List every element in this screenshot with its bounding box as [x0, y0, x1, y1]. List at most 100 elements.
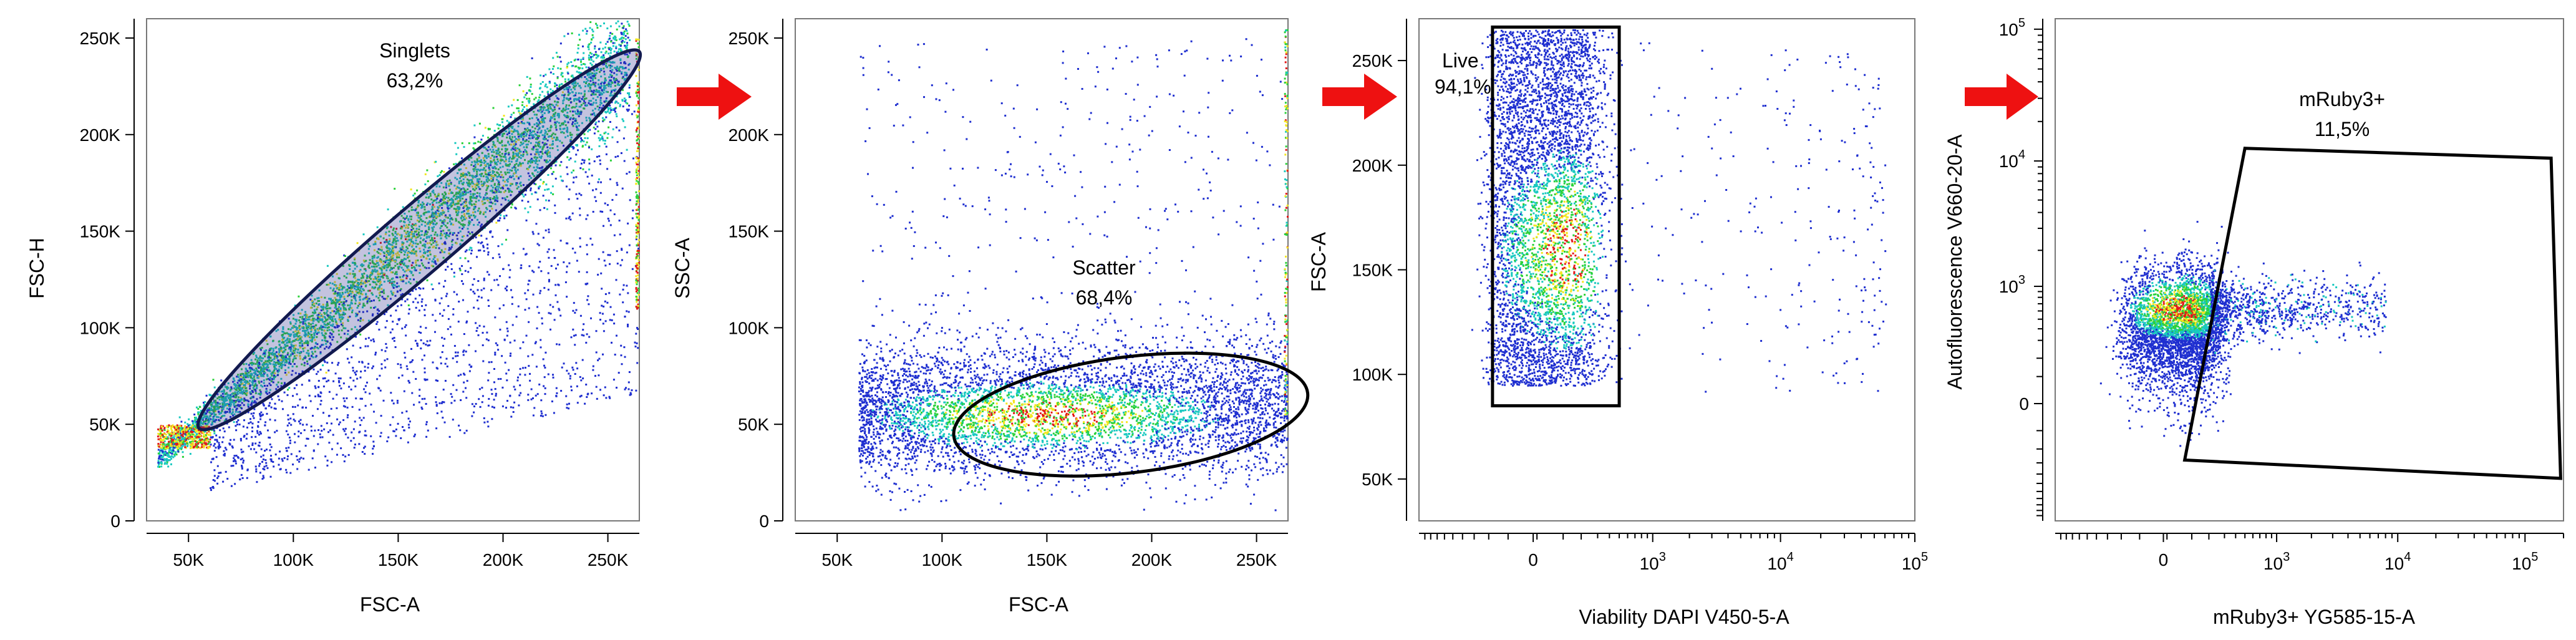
event-dot	[613, 89, 615, 91]
event-dot	[406, 266, 409, 269]
event-dot	[520, 117, 522, 120]
event-dot	[376, 226, 379, 228]
event-dot	[269, 335, 272, 337]
event-dot	[288, 360, 291, 362]
event-dot	[310, 337, 312, 339]
event-dot	[628, 87, 631, 89]
event-dot	[433, 245, 435, 248]
event-dot	[412, 261, 414, 264]
event-dot	[501, 133, 503, 135]
event-dot	[570, 89, 573, 91]
event-dot	[205, 394, 208, 397]
event-dot	[622, 120, 624, 122]
event-dot	[473, 136, 476, 138]
event-dot	[508, 127, 510, 130]
event-dot	[621, 22, 623, 25]
event-dot	[600, 51, 603, 54]
event-dot	[624, 46, 627, 49]
event-dot	[211, 402, 214, 404]
event-dot	[506, 120, 508, 122]
event-dot	[297, 331, 299, 334]
event-dot	[294, 330, 297, 332]
event-dot	[545, 183, 548, 186]
event-dot	[405, 249, 407, 251]
event-dot	[575, 153, 578, 156]
event-dot	[449, 231, 452, 234]
event-dot	[465, 193, 467, 195]
event-dot	[502, 125, 504, 128]
event-dot	[479, 141, 482, 143]
event-dot	[595, 89, 598, 91]
event-dot	[501, 243, 503, 246]
event-dot	[495, 221, 498, 224]
event-dot	[593, 132, 596, 135]
event-dot	[609, 107, 612, 109]
event-dot	[569, 110, 571, 113]
event-dot	[559, 175, 562, 178]
event-dot	[614, 107, 616, 110]
event-dot	[621, 33, 623, 36]
event-dot	[240, 376, 243, 378]
event-dot	[559, 164, 561, 167]
event-dot	[397, 266, 399, 268]
event-dot	[616, 115, 618, 117]
event-dot	[480, 180, 483, 183]
event-dot	[157, 462, 160, 464]
event-dot	[535, 162, 537, 165]
event-dot	[548, 152, 551, 154]
event-dot	[571, 133, 573, 136]
event-dot	[577, 58, 579, 61]
event-dot	[546, 159, 548, 162]
event-dot	[343, 275, 346, 278]
event-dot	[317, 300, 319, 303]
event-dot	[511, 170, 513, 172]
event-dot	[374, 249, 375, 251]
event-dot	[312, 314, 314, 317]
arrow-1	[677, 74, 752, 120]
event-dot	[522, 153, 525, 155]
event-dot	[523, 96, 526, 99]
event-dot	[521, 162, 524, 165]
event-dot	[529, 128, 531, 131]
event-dot	[561, 179, 563, 182]
event-dot	[448, 199, 451, 201]
event-dot	[609, 52, 612, 54]
event-dot	[410, 188, 412, 191]
event-dot	[355, 313, 357, 315]
event-dot	[484, 127, 487, 129]
event-dot	[458, 180, 460, 183]
event-dot	[457, 172, 459, 175]
event-dot	[157, 460, 160, 462]
event-dot	[586, 74, 589, 77]
event-dot	[457, 192, 459, 194]
event-dot	[256, 386, 258, 389]
event-dot	[588, 43, 591, 46]
event-dot	[462, 223, 465, 226]
event-dot	[388, 254, 390, 256]
event-dot	[362, 233, 365, 236]
event-dot	[182, 455, 184, 458]
event-dot	[529, 90, 531, 92]
event-dot	[566, 63, 569, 65]
arrows	[677, 74, 2038, 120]
event-dot	[605, 153, 608, 155]
event-dot	[583, 140, 585, 143]
event-dot	[622, 27, 624, 29]
event-dot	[621, 49, 622, 52]
event-dot	[350, 302, 352, 304]
event-dot	[406, 254, 409, 256]
event-dot	[460, 175, 462, 178]
event-dot	[588, 158, 591, 161]
event-dot	[232, 392, 235, 395]
event-dot	[380, 284, 383, 286]
event-dot	[297, 336, 299, 338]
event-dot	[529, 77, 531, 80]
event-dot	[595, 121, 598, 124]
event-dot	[335, 311, 337, 313]
event-dot	[490, 157, 492, 160]
event-dot	[624, 44, 626, 47]
event-dot	[497, 147, 500, 150]
event-dot	[606, 137, 609, 139]
event-dot	[422, 255, 424, 257]
event-dot	[543, 95, 546, 97]
